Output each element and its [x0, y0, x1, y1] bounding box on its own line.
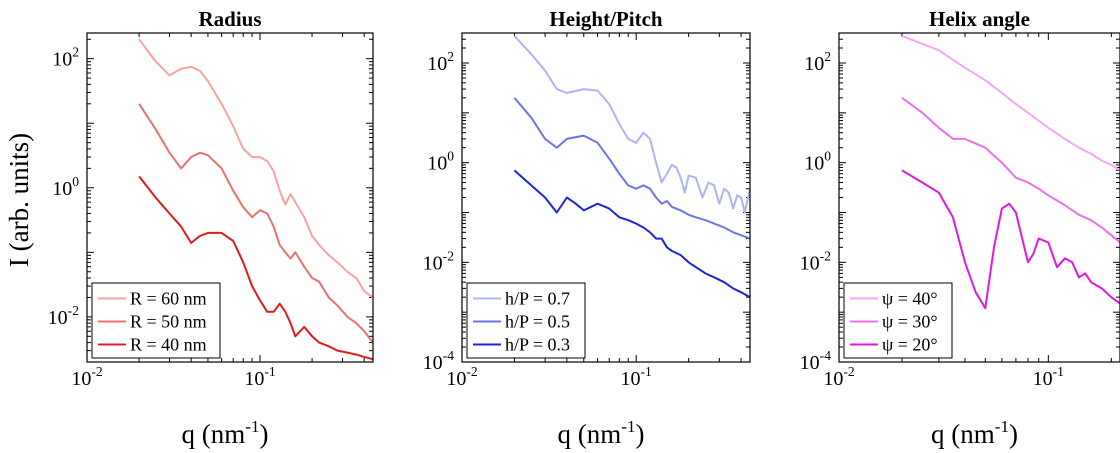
chart-panels: Radius 10-2 10-1 10-2 100 102 q (nm-1) R = 60 n… — [48, 7, 1120, 449]
chart-title: Radius — [198, 7, 261, 31]
legend-label: ψ = 30° — [882, 312, 938, 332]
series-line-2 — [513, 97, 750, 240]
series-line-2 — [138, 103, 373, 344]
y-tick-label: 10-2 — [423, 248, 455, 274]
legend-label: R = 60 nm — [130, 289, 207, 309]
legend-label: h/P = 0.3 — [505, 335, 570, 355]
y-tick-label: 10-2 — [48, 303, 80, 329]
y-tick-label: 102 — [52, 45, 79, 71]
x-tick-label: 10-2 — [71, 364, 103, 390]
axis-ticks — [461, 32, 750, 363]
chart-title: Height/Pitch — [549, 7, 662, 31]
series-group — [513, 35, 750, 299]
chart-title: Helix angle — [929, 7, 1030, 31]
y-tick-label: 10-4 — [800, 348, 832, 374]
series-line-2 — [901, 96, 1120, 244]
series-line-1 — [138, 38, 373, 299]
axis-ticks — [86, 33, 373, 363]
legend: R = 60 nm R = 50 nm R = 40 nm — [91, 282, 221, 359]
legend-label: R = 50 nm — [130, 312, 207, 332]
legend-label: R = 40 nm — [130, 335, 207, 355]
legend-label: ψ = 20° — [882, 335, 938, 355]
plot-frame — [86, 32, 374, 363]
x-axis-label: q (nm-1) — [558, 417, 645, 449]
x-axis-label: q (nm-1) — [931, 417, 1018, 449]
chart-panel-1: Radius 10-2 10-1 10-2 100 102 q (nm-1) R = 60 n… — [48, 7, 374, 449]
x-tick-label: 10-1 — [1033, 364, 1064, 390]
legend-label: h/P = 0.5 — [505, 312, 570, 332]
y-tick-label: 100 — [52, 174, 79, 200]
series-line-3 — [513, 169, 750, 299]
legend: h/P = 0.7 h/P = 0.5 h/P = 0.3 — [466, 282, 586, 359]
axis-ticks — [838, 32, 1120, 363]
x-tick-label: 10-1 — [244, 364, 275, 390]
legend-label: h/P = 0.7 — [505, 289, 570, 309]
series-line-1 — [901, 34, 1120, 172]
y-tick-label: 10-2 — [800, 248, 832, 274]
series-line-3 — [138, 175, 373, 361]
x-tick-label: 10-1 — [621, 364, 652, 390]
series-line-3 — [901, 169, 1120, 310]
y-tick-label: 10-4 — [423, 348, 455, 374]
legend: ψ = 40° ψ = 30° ψ = 20° — [843, 282, 953, 359]
shared-y-axis-label: I (arb. units) — [4, 133, 34, 267]
series-group — [901, 34, 1120, 310]
x-tick-label: 10-2 — [823, 364, 855, 390]
series-line-1 — [513, 35, 750, 214]
y-tick-label: 100 — [427, 149, 454, 175]
y-tick-label: 102 — [427, 49, 454, 75]
series-group — [138, 38, 373, 361]
y-tick-label: 100 — [804, 149, 831, 175]
plot-frame — [461, 32, 751, 363]
plot-frame — [838, 32, 1120, 363]
y-tick-label: 102 — [804, 49, 831, 75]
x-axis-label: q (nm-1) — [182, 417, 269, 449]
x-tick-label: 10-2 — [446, 364, 478, 390]
legend-label: ψ = 40° — [882, 289, 938, 309]
